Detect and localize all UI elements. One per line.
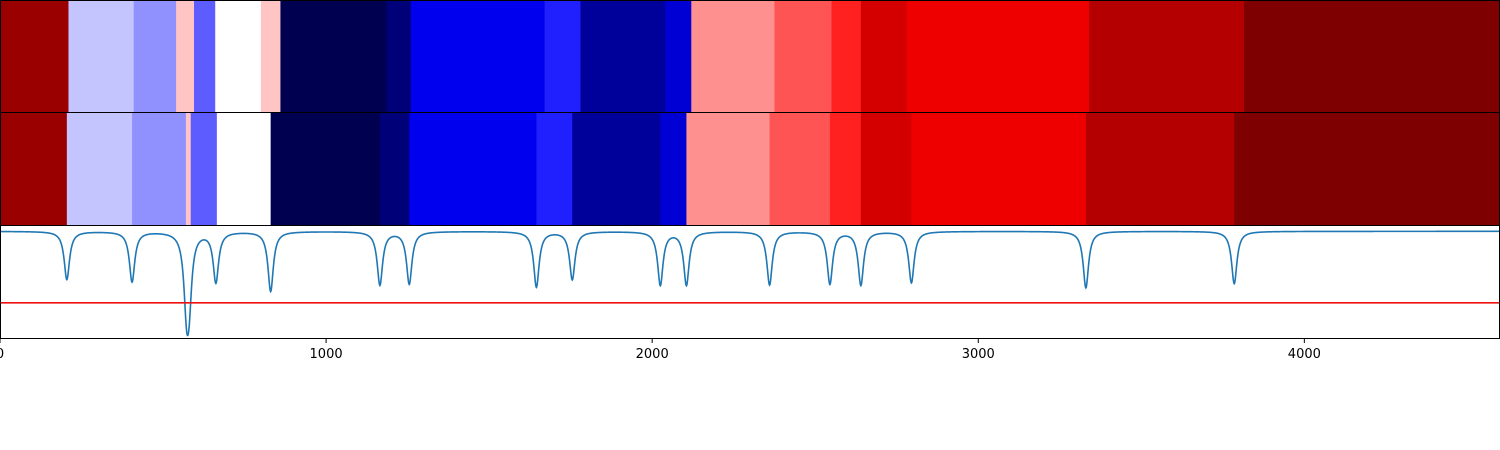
heatmap-cell-r1-s14 (829, 113, 862, 225)
heatmap-cell-r1-s12 (686, 113, 771, 225)
heatmap-cell-r1-s3 (185, 113, 192, 225)
heatmap-cell-r0-s15 (831, 1, 862, 112)
heatmap-cell-r0-s11 (580, 1, 666, 112)
x-tick-label-0: 0 (0, 347, 4, 362)
heatmap-cell-r1-s8 (409, 113, 538, 225)
signal-panel-frame (0, 225, 1500, 339)
heatmap-cell-r1-s17 (1085, 113, 1235, 225)
heatmap-cell-r0-s16 (860, 1, 908, 112)
heatmap-cell-r1-s7 (379, 113, 410, 225)
heatmap-row-bottom (0, 113, 1500, 225)
heatmap-cell-r1-s5 (216, 113, 272, 225)
heatmap-cell-r1-s15 (860, 113, 913, 225)
heatmap-cell-r0-s19 (1244, 1, 1500, 112)
heatmap-cell-r1-s11 (660, 113, 688, 225)
heatmap-cell-r1-s2 (132, 113, 187, 225)
heatmap-cell-r0-s18 (1089, 1, 1245, 112)
heatmap-cell-r0-s1 (68, 1, 135, 112)
x-tick-label-1000: 1000 (310, 347, 343, 362)
heatmap-cell-r0-s0 (0, 1, 70, 112)
heatmap-cell-r0-s4 (194, 1, 216, 112)
x-tick-label-2000: 2000 (636, 347, 669, 362)
heatmap-cell-r1-s4 (190, 113, 218, 225)
heatmap-cell-r1-s9 (536, 113, 573, 225)
heatmap-cell-r1-s13 (769, 113, 831, 225)
signal-line (0, 230, 1500, 337)
heatmap-cell-r0-s7 (280, 1, 388, 112)
heatmap-cell-r0-s6 (260, 1, 282, 112)
heatmap-cell-r1-s18 (1234, 113, 1500, 225)
heatmap-cell-r1-s10 (572, 113, 661, 225)
heatmap-cell-r0-s3 (176, 1, 195, 112)
heatmap-cell-r0-s13 (691, 1, 776, 112)
x-axis: 0 1000 2000 3000 4000 (0, 338, 1321, 362)
heatmap-cell-r0-s8 (386, 1, 412, 112)
heatmap-cell-r0-s5 (215, 1, 262, 112)
heatmap-cell-r0-s14 (774, 1, 833, 112)
x-tick-label-3000: 3000 (962, 347, 995, 362)
heatmap-cell-r0-s12 (665, 1, 692, 112)
heatmap-cell-r0-s17 (906, 1, 1090, 112)
signal-panel (0, 230, 1500, 337)
heatmap-cell-r0-s2 (133, 1, 177, 112)
heatmap-cell-r0-s10 (544, 1, 582, 112)
heatmap-cell-r1-s0 (0, 113, 68, 225)
heatmap-cell-r0-s9 (410, 1, 546, 112)
heatmap-cell-r1-s1 (66, 113, 133, 225)
heatmap-row-top (0, 1, 1500, 112)
x-tick-label-4000: 4000 (1288, 347, 1321, 362)
heatmap-cell-r1-s6 (270, 113, 381, 225)
heatmap-cell-r1-s16 (911, 113, 1087, 225)
